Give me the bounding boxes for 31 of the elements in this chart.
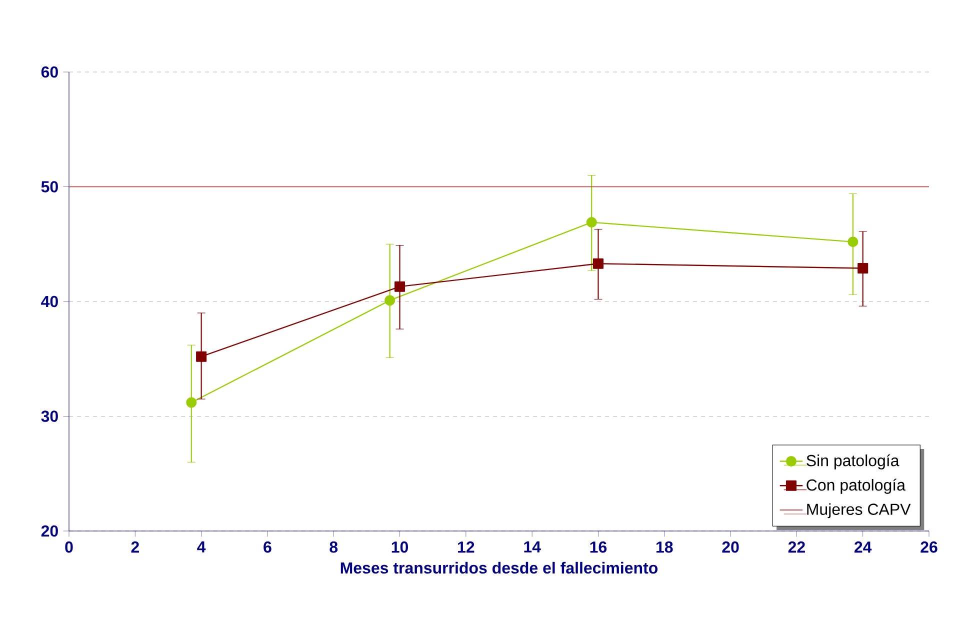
- y-tick-label: 40: [41, 296, 58, 308]
- y-tick-label: 20: [41, 525, 58, 537]
- x-tick-label: 14: [524, 541, 541, 552]
- x-tick-label: 16: [590, 541, 607, 553]
- point: [384, 295, 396, 306]
- point: [586, 217, 597, 228]
- point: [592, 258, 604, 269]
- x-tick-label: 24: [854, 541, 872, 553]
- x-tick-label: 6: [264, 541, 272, 553]
- x-tick-label: 0: [65, 541, 73, 553]
- x-tick-label: 10: [392, 541, 408, 553]
- point: [196, 351, 207, 362]
- x-tick-label: 26: [920, 541, 938, 553]
- legend-label: Sin patología: [806, 454, 900, 470]
- point: [186, 397, 197, 408]
- x-axis-title: Meses transurridos desde el fallecimiento: [340, 562, 658, 574]
- y-tick-label: 50: [41, 181, 58, 192]
- x-tick-label: 4: [197, 541, 206, 552]
- point: [858, 262, 868, 274]
- x-tick-label: 2: [131, 541, 139, 553]
- x-tick-label: 12: [458, 541, 474, 553]
- legend-label: Con patología: [806, 478, 906, 494]
- x-tick-label: 8: [330, 541, 338, 553]
- point: [848, 236, 858, 248]
- x-tick-label: 18: [656, 541, 673, 553]
- legend-label: Mujeres CAPV: [807, 503, 911, 518]
- x-tick-label: 22: [788, 541, 805, 553]
- y-tick-label: 30: [41, 410, 58, 422]
- y-tick-label: 60: [41, 66, 58, 78]
- point: [394, 281, 406, 292]
- x-tick-label: 20: [722, 541, 739, 553]
